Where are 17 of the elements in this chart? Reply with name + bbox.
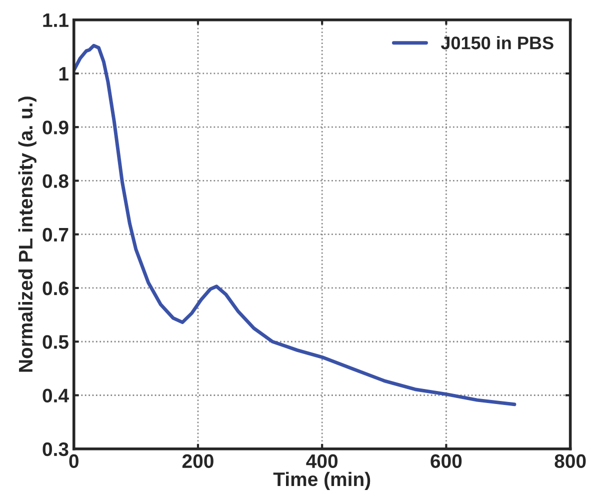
y-tick-label: 0.9	[42, 120, 68, 134]
y-tick-label: 0.5	[42, 335, 68, 349]
y-axis-title: Normalized PL intensity (a. u.)	[18, 96, 36, 372]
x-axis-title: Time (min)	[273, 472, 370, 490]
y-tick-label: 0.7	[42, 228, 68, 242]
y-tick-label: 0.4	[42, 388, 69, 402]
x-tick-label: 400	[306, 454, 338, 468]
y-tick-label: 1.1	[43, 14, 68, 27]
y-tick-label: 0.6	[42, 281, 68, 296]
x-tick-label: 0	[69, 454, 78, 468]
legend-label: J0150 in PBS	[440, 36, 554, 50]
y-tick-label: 0.3	[42, 442, 68, 456]
x-tick-label: 800	[554, 454, 586, 468]
x-tick-label: 200	[182, 454, 214, 468]
y-tick-label: 0.8	[42, 174, 68, 188]
x-tick-label: 600	[430, 454, 462, 468]
y-tick-label: 1	[59, 67, 68, 81]
